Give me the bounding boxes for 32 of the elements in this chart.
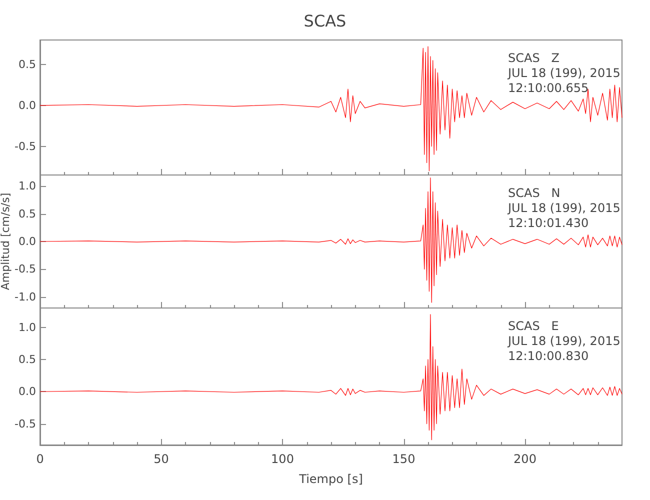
annotation: 12:10:01.430	[508, 216, 589, 230]
annotation: 12:10:00.655	[508, 81, 589, 95]
x-axis-title: Tiempo [s]	[298, 472, 363, 486]
x-tick-label: 150	[392, 452, 416, 466]
annotation: JUL 18 (199), 2015	[507, 201, 620, 215]
y-tick-label: -1.0	[14, 290, 36, 304]
y-tick-label: -0.5	[14, 140, 36, 153]
y-tick-label: -0.5	[14, 417, 36, 430]
y-tick-label: 0.5	[18, 58, 36, 72]
annotation: SCAS N	[508, 186, 560, 200]
y-tick-label: 0.0	[18, 98, 36, 112]
line-series	[40, 314, 622, 440]
y-tick-label: 0.5	[18, 352, 36, 366]
y-tick-label: -0.5	[14, 262, 36, 276]
y-tick-label: 0.0	[18, 235, 36, 248]
y-tick-label: 1.0	[18, 180, 36, 193]
line-series	[40, 177, 622, 303]
x-tick-label: 200	[514, 452, 536, 466]
annotation: SCAS Z	[508, 51, 560, 65]
y-tick-label: 1.0	[18, 320, 36, 334]
x-tick-label: 100	[271, 452, 294, 466]
annotation: SCAS E	[508, 319, 559, 333]
annotation: JUL 18 (199), 2015	[507, 334, 620, 348]
annotation: 12:10:00.830	[508, 349, 589, 363]
y-tick-label: 0.0	[18, 385, 36, 398]
x-tick-label: 50	[154, 452, 169, 466]
annotation: JUL 18 (199), 2015	[507, 66, 620, 80]
chart-title: SCAS	[304, 12, 346, 30]
line-series	[40, 46, 622, 172]
x-tick-label: 0	[36, 452, 44, 466]
y-tick-label: 0.5	[18, 207, 36, 220]
y-axis-title: Amplitud [cm/s/s]	[0, 192, 12, 290]
